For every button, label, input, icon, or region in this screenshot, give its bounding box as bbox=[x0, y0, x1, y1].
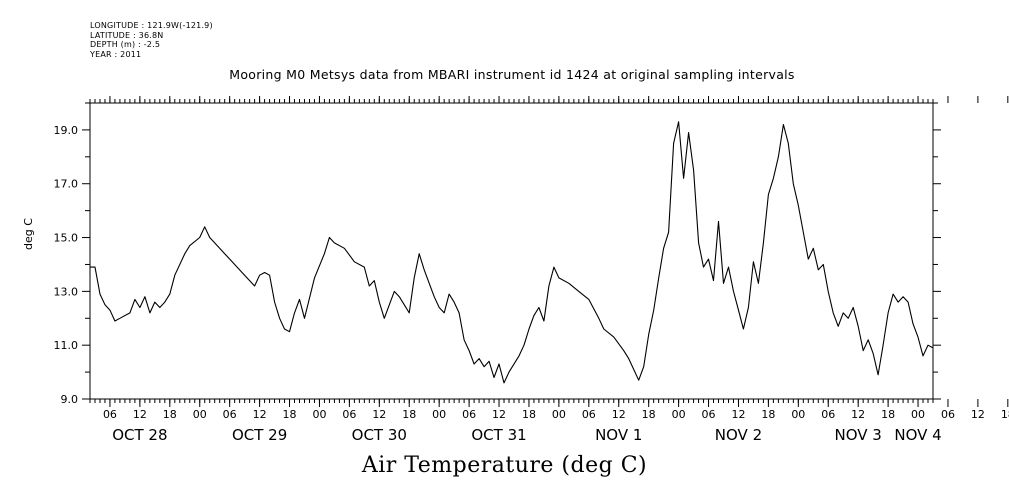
series-line bbox=[90, 121, 934, 384]
year-text: YEAR : 2011 bbox=[90, 49, 142, 59]
x-hour-tick-label: 12 bbox=[731, 408, 745, 421]
y-tick-label: 17.0 bbox=[54, 178, 79, 191]
x-hour-tick-label: 18 bbox=[402, 408, 416, 421]
x-hour-tick-label: 00 bbox=[791, 408, 805, 421]
series-group bbox=[90, 121, 934, 384]
x-hour-tick-label: 06 bbox=[582, 408, 596, 421]
x-hour-tick-label: 00 bbox=[672, 408, 686, 421]
y-tick-label: 11.0 bbox=[54, 339, 79, 352]
x-date-label: NOV 1 bbox=[595, 426, 642, 444]
x-hour-tick-label: 12 bbox=[253, 408, 267, 421]
latitude-text: LATITUDE : 36.8N bbox=[90, 30, 164, 40]
x-hour-tick-label: 06 bbox=[821, 408, 835, 421]
x-hour-tick-label: 06 bbox=[103, 408, 117, 421]
x-hour-tick-label: 18 bbox=[642, 408, 656, 421]
x-date-label: NOV 3 bbox=[835, 426, 882, 444]
x-axis-ticks: 06 12 18 00 06 12 18 00 06 12 18 00 06 12 18 00 06 12 18 00… bbox=[103, 96, 1009, 444]
x-hour-tick-label: 06 bbox=[223, 408, 237, 421]
y-tick-label: 13.0 bbox=[54, 285, 79, 298]
x-hour-tick-label: 18 bbox=[881, 408, 895, 421]
y-tick-label: 9.0 bbox=[61, 393, 79, 406]
x-hour-tick-label: 18 bbox=[1001, 408, 1009, 421]
x-hour-tick-label: 00 bbox=[552, 408, 566, 421]
x-hour-tick-label: 00 bbox=[193, 408, 207, 421]
x-date-label: OCT 31 bbox=[471, 426, 526, 444]
x-hour-tick-label: 00 bbox=[312, 408, 326, 421]
x-axis-title: Air Temperature (deg C) bbox=[361, 453, 648, 478]
x-hour-tick-label: 18 bbox=[283, 408, 297, 421]
metadata-block: LONGITUDE : 121.9W(-121.9) LATITUDE : 36… bbox=[90, 21, 213, 59]
x-hour-tick-label: 00 bbox=[911, 408, 925, 421]
chart-title: Mooring M0 Metsys data from MBARI instru… bbox=[229, 67, 795, 82]
longitude-text: LONGITUDE : 121.9W(-121.9) bbox=[90, 21, 213, 30]
depth-text: DEPTH (m) : -2.5 bbox=[90, 40, 161, 49]
x-date-label: OCT 29 bbox=[232, 426, 287, 444]
x-hour-tick-label: 12 bbox=[372, 408, 386, 421]
x-hour-tick-label: 06 bbox=[941, 408, 955, 421]
x-hour-tick-label: 12 bbox=[971, 408, 985, 421]
x-hour-tick-label: 12 bbox=[612, 408, 626, 421]
y-tick-label: 19.0 bbox=[54, 124, 79, 137]
x-hour-tick-label: 18 bbox=[761, 408, 775, 421]
plot-frame bbox=[89, 102, 934, 400]
x-hour-tick-label: 18 bbox=[163, 408, 177, 421]
x-date-label: OCT 28 bbox=[112, 426, 167, 444]
x-date-label: OCT 30 bbox=[352, 426, 407, 444]
x-hour-tick-label: 06 bbox=[702, 408, 716, 421]
x-hour-tick-label: 06 bbox=[342, 408, 356, 421]
y-tick-label: 15.0 bbox=[54, 232, 79, 245]
x-hour-tick-label: 00 bbox=[432, 408, 446, 421]
x-hour-tick-label: 06 bbox=[462, 408, 476, 421]
x-hour-tick-label: 12 bbox=[492, 408, 506, 421]
x-hour-tick-label: 12 bbox=[133, 408, 147, 421]
x-hour-tick-label: 12 bbox=[851, 408, 865, 421]
x-hour-tick-label: 18 bbox=[522, 408, 536, 421]
x-date-label: NOV 2 bbox=[715, 426, 762, 444]
y-axis-ticks: 9.0 11.0 13.0 15.0 17.0 19.0 bbox=[54, 102, 941, 406]
x-date-label: NOV 4 bbox=[894, 426, 941, 444]
